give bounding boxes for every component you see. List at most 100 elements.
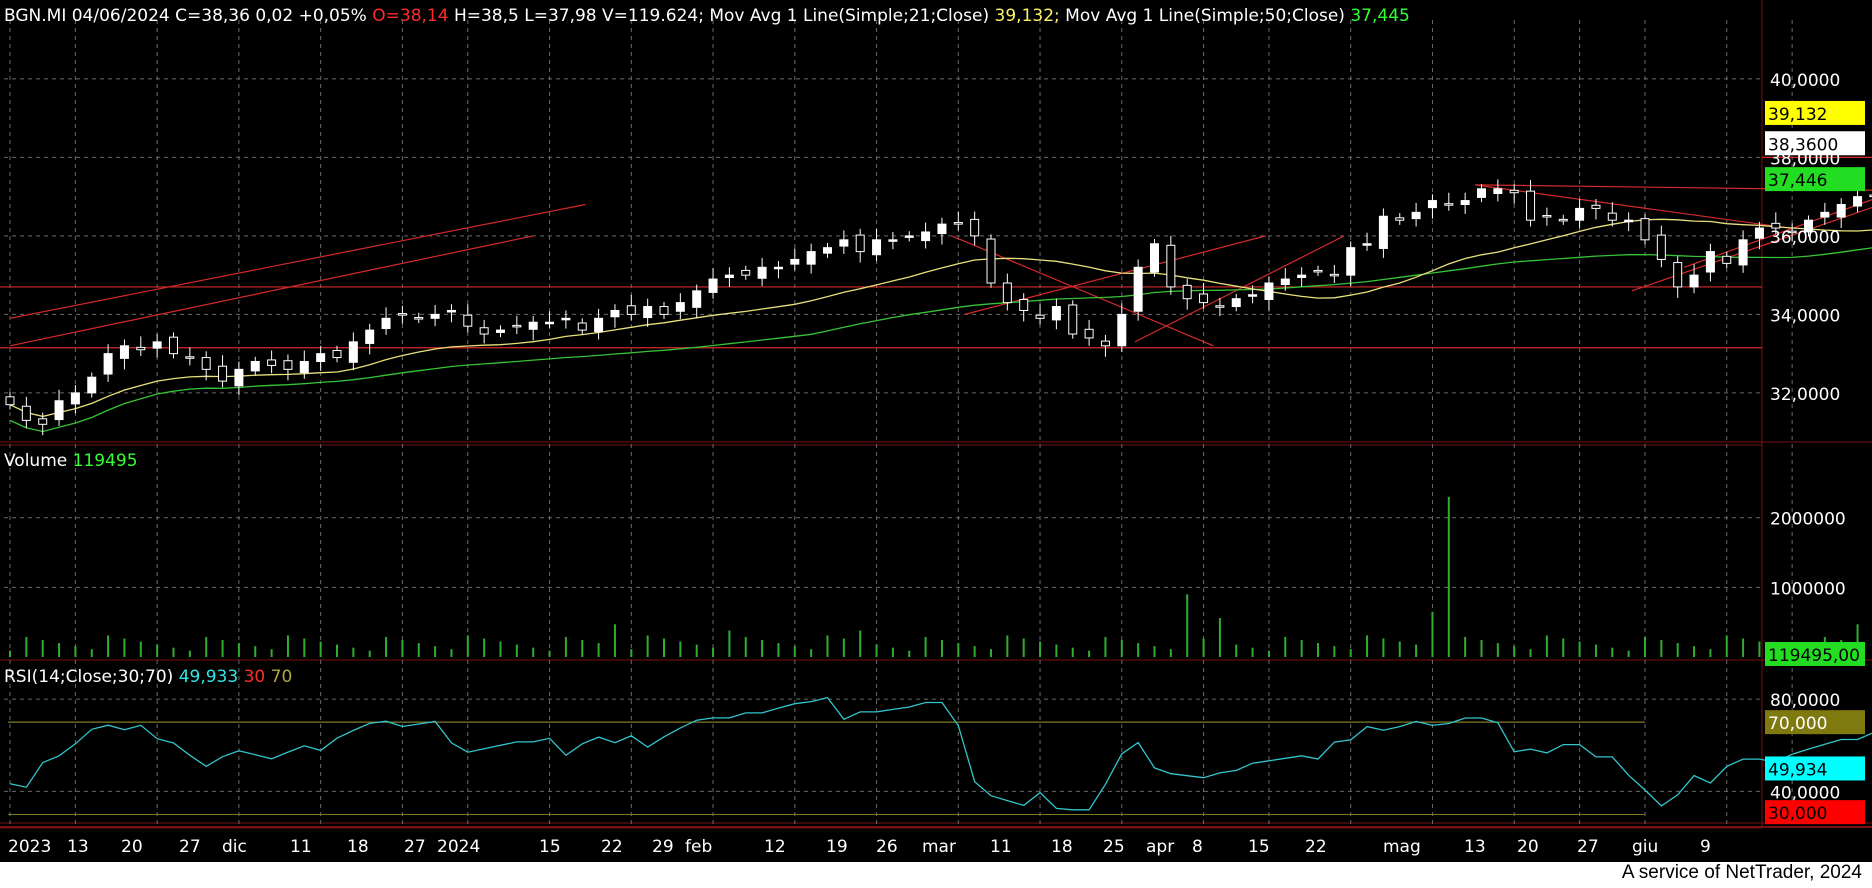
candle-body-84 (1378, 215, 1388, 249)
date-label-3: 27 (179, 837, 201, 857)
rsi-value-badge: 49,934 (1768, 760, 1827, 780)
date-label-29: 9 (1700, 837, 1711, 857)
candle-body-53 (872, 239, 882, 256)
trendline-1 (9, 235, 534, 347)
candle-body-88 (1444, 203, 1454, 206)
candle-body-69 (1133, 266, 1143, 312)
candle-body-86 (1411, 211, 1421, 220)
symbol-label: BGN.MI 04/06/2024 (4, 6, 170, 26)
candle-body-109 (1787, 230, 1797, 234)
candle-body-29 (479, 327, 489, 335)
candle-body-52 (855, 234, 865, 253)
date-label-0: 2023 (8, 837, 51, 857)
date-label-23: 22 (1305, 837, 1327, 857)
volume-tick-1: 1000000 (1770, 579, 1846, 599)
rsi-label: RSI(14;Close;30;70) (4, 667, 174, 687)
candle-body-18 (299, 360, 309, 373)
rsi-tick-0: 80,0000 (1770, 691, 1840, 711)
candle-body-70 (1150, 243, 1159, 273)
price-tick-0: 40,0000 (1770, 71, 1840, 91)
candle-body-25 (414, 317, 424, 320)
date-label-18: 18 (1051, 837, 1073, 857)
date-label-25: 13 (1464, 837, 1486, 857)
candle-body-77 (1264, 282, 1274, 300)
candle-body-8 (136, 346, 146, 351)
candle-body-94 (1542, 214, 1552, 218)
date-label-19: 25 (1103, 837, 1125, 857)
date-label-10: 22 (601, 837, 623, 857)
trendline-4 (1134, 235, 1345, 343)
candle-body-114 (1869, 194, 1872, 198)
candle-body-4 (70, 392, 80, 405)
last-price-badge-bg (1765, 131, 1865, 156)
date-label-28: giu (1632, 837, 1658, 857)
rsi-upper-badge: 70,000 (1768, 714, 1827, 734)
candle-body-95 (1558, 218, 1568, 222)
candle-body-56 (921, 231, 931, 242)
candle-body-49 (806, 251, 816, 265)
trendlines (0, 156, 1872, 349)
candle-body-3 (54, 400, 64, 421)
candle-body-110 (1804, 219, 1813, 233)
candle-body-11 (185, 356, 195, 359)
candle-body-68 (1117, 313, 1127, 347)
date-label-24: mag (1383, 837, 1421, 857)
candle-body-103 (1689, 274, 1699, 288)
candle-body-81 (1329, 273, 1339, 277)
rsi-lower-badge: 30,000 (1768, 804, 1827, 824)
candle-body-75 (1231, 298, 1241, 308)
price-header: BGN.MI 04/06/2024 C=38,36 0,02 +0,05% O=… (4, 6, 1410, 26)
candle-body-44 (724, 274, 734, 278)
candle-body-87 (1427, 200, 1437, 209)
volume-badge-bg (1765, 642, 1865, 666)
candle-body-74 (1215, 305, 1225, 308)
close-label: C=38,36 0,02 +0,05% (175, 6, 367, 26)
candle-body-65 (1068, 304, 1078, 335)
date-label-2: 20 (121, 837, 143, 857)
candle-body-1 (21, 405, 31, 421)
candle-body-73 (1199, 293, 1209, 304)
candle-body-12 (201, 357, 211, 370)
candle-body-51 (839, 239, 849, 247)
candle-body-96 (1575, 207, 1585, 221)
candle-body-85 (1395, 217, 1405, 221)
candle-body-79 (1297, 274, 1307, 278)
date-label-9: 15 (539, 837, 561, 857)
rsi-high: 70 (270, 667, 293, 687)
candle-body-26 (430, 313, 440, 319)
date-label-20: apr (1146, 837, 1174, 857)
volume-badge: 119495,00 (1768, 646, 1860, 666)
footer-credit: A service of NetTrader, 2024 (1617, 862, 1866, 884)
axes: 40,000038,000036,000034,000032,000039,13… (8, 71, 1865, 857)
date-label-16: mar (922, 837, 956, 857)
candle-body-111 (1820, 211, 1830, 218)
date-label-11: 29 (652, 837, 674, 857)
candle-body-7 (119, 345, 129, 359)
candle-body-104 (1705, 251, 1715, 273)
candle-body-71 (1166, 244, 1176, 288)
date-label-12: feb (685, 837, 712, 857)
candle-body-19 (316, 353, 326, 362)
candle-body-16 (267, 359, 277, 366)
volume-bars (9, 496, 1859, 657)
candle-body-22 (365, 329, 375, 344)
trendline-8 (1684, 199, 1872, 268)
candle-body-38 (626, 305, 636, 315)
open-label: O=38,14 (372, 6, 449, 26)
rsi-low: 30 (243, 667, 266, 687)
candle-body-0 (5, 396, 15, 406)
volume-tick-0: 2000000 (1770, 510, 1846, 530)
last-price-badge: 38,3600 (1768, 135, 1838, 155)
volume-value: 119495 (72, 451, 138, 471)
footer-bar (0, 862, 1872, 888)
candle-body-42 (692, 290, 702, 308)
candle-body-63 (1035, 314, 1045, 319)
trendline-6 (1474, 184, 1872, 191)
rsi-plot (8, 696, 1872, 815)
candle-body-46 (757, 266, 767, 279)
candle-body-90 (1477, 188, 1486, 198)
trendline-2 (964, 235, 1266, 315)
candle-body-76 (1248, 294, 1258, 297)
rsi-value-badge-bg (1765, 756, 1865, 781)
candle-body-20 (332, 350, 342, 359)
